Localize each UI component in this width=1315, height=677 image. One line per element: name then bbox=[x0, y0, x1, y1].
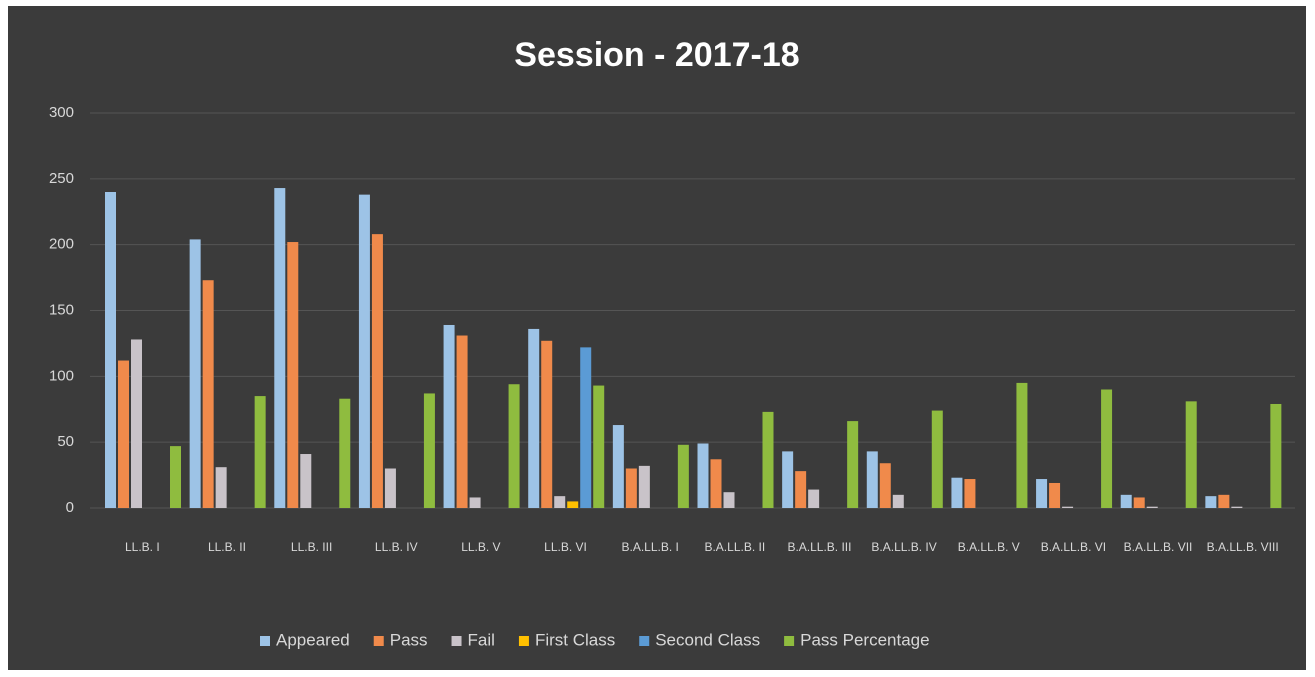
bar bbox=[1062, 506, 1074, 508]
bar bbox=[202, 280, 214, 508]
bar bbox=[105, 192, 116, 508]
y-tick-label: 250 bbox=[49, 170, 74, 187]
bar bbox=[847, 421, 859, 508]
bar bbox=[697, 443, 709, 508]
bar bbox=[1120, 494, 1132, 508]
bar bbox=[170, 446, 181, 508]
x-tick-label: B.A.LL.B. III bbox=[787, 540, 851, 554]
bar bbox=[1036, 479, 1048, 508]
y-tick-label: 0 bbox=[66, 499, 74, 516]
bar bbox=[723, 492, 735, 508]
bar bbox=[443, 324, 455, 508]
legend-swatch bbox=[639, 636, 650, 646]
bar bbox=[782, 451, 794, 508]
bar bbox=[593, 385, 605, 508]
bar bbox=[1270, 403, 1282, 508]
x-tick-label: LL.B. I bbox=[125, 540, 160, 554]
bar bbox=[677, 444, 689, 508]
bar bbox=[371, 234, 383, 508]
bar bbox=[1231, 506, 1243, 508]
x-tick-label: LL.B. VI bbox=[544, 540, 587, 554]
bar bbox=[1133, 497, 1145, 508]
bar bbox=[287, 242, 299, 509]
bar bbox=[892, 494, 904, 508]
bar bbox=[118, 360, 129, 508]
x-tick-label: B.A.LL.B. IV bbox=[871, 540, 936, 554]
legend-label: Second Class bbox=[655, 630, 760, 649]
bar bbox=[469, 497, 481, 508]
legend-swatch bbox=[260, 636, 270, 646]
bar bbox=[508, 384, 520, 508]
bar bbox=[612, 425, 624, 508]
legend-label: First Class bbox=[535, 630, 615, 649]
legend-swatch bbox=[373, 636, 384, 646]
bar bbox=[931, 410, 943, 508]
bar bbox=[1185, 401, 1197, 508]
bar bbox=[541, 340, 553, 508]
x-tick-label: B.A.LL.B. VIII bbox=[1207, 540, 1279, 554]
bar bbox=[1016, 382, 1028, 508]
legend-swatch bbox=[784, 636, 795, 646]
legend-swatch bbox=[518, 636, 529, 646]
bar bbox=[964, 479, 976, 508]
bar bbox=[795, 471, 807, 508]
y-tick-label: 150 bbox=[49, 301, 74, 318]
y-tick-label: 200 bbox=[49, 236, 74, 253]
bar bbox=[580, 347, 592, 508]
legend-label: Pass Percentage bbox=[800, 630, 929, 649]
x-tick-label: LL.B. III bbox=[291, 540, 332, 554]
bar bbox=[879, 463, 891, 508]
bar bbox=[554, 496, 566, 508]
x-tick-label: B.A.LL.B. I bbox=[621, 540, 678, 554]
x-tick-label: LL.B. II bbox=[208, 540, 246, 554]
bar bbox=[358, 194, 370, 508]
bar bbox=[215, 467, 227, 508]
bar bbox=[1218, 494, 1230, 508]
x-tick-label: B.A.LL.B. II bbox=[704, 540, 765, 554]
bar bbox=[866, 451, 878, 508]
bar bbox=[1049, 482, 1061, 508]
bar bbox=[456, 335, 468, 508]
bar bbox=[131, 339, 142, 508]
legend-label: Appeared bbox=[276, 630, 350, 649]
bar bbox=[1101, 389, 1113, 508]
x-tick-label: LL.B. V bbox=[461, 540, 500, 554]
bar bbox=[951, 477, 963, 508]
bar bbox=[710, 459, 722, 508]
x-tick-label: LL.B. IV bbox=[375, 540, 418, 554]
bar bbox=[189, 239, 201, 508]
bar bbox=[528, 328, 540, 508]
legend-label: Fail bbox=[468, 630, 495, 649]
bar bbox=[423, 393, 435, 508]
bar bbox=[339, 398, 351, 508]
bar bbox=[567, 501, 579, 508]
bar bbox=[1146, 506, 1158, 508]
legend-swatch bbox=[451, 636, 462, 646]
x-tick-label: B.A.LL.B. VII bbox=[1124, 540, 1193, 554]
bar bbox=[762, 411, 774, 508]
bar bbox=[300, 454, 312, 508]
y-tick-label: 100 bbox=[49, 367, 74, 384]
y-tick-label: 300 bbox=[49, 104, 74, 121]
bar bbox=[808, 489, 820, 508]
x-tick-label: B.A.LL.B. VI bbox=[1041, 540, 1106, 554]
bar bbox=[254, 396, 266, 508]
x-tick-label: B.A.LL.B. V bbox=[958, 540, 1020, 554]
bar bbox=[384, 468, 396, 508]
chart-background bbox=[8, 6, 1306, 670]
bar bbox=[638, 465, 650, 508]
legend-label: Pass bbox=[390, 630, 428, 649]
bar bbox=[274, 188, 286, 509]
y-tick-label: 50 bbox=[57, 433, 74, 450]
bar bbox=[1205, 496, 1217, 508]
chart-title: Session - 2017-18 bbox=[514, 36, 799, 74]
bar bbox=[625, 468, 637, 508]
